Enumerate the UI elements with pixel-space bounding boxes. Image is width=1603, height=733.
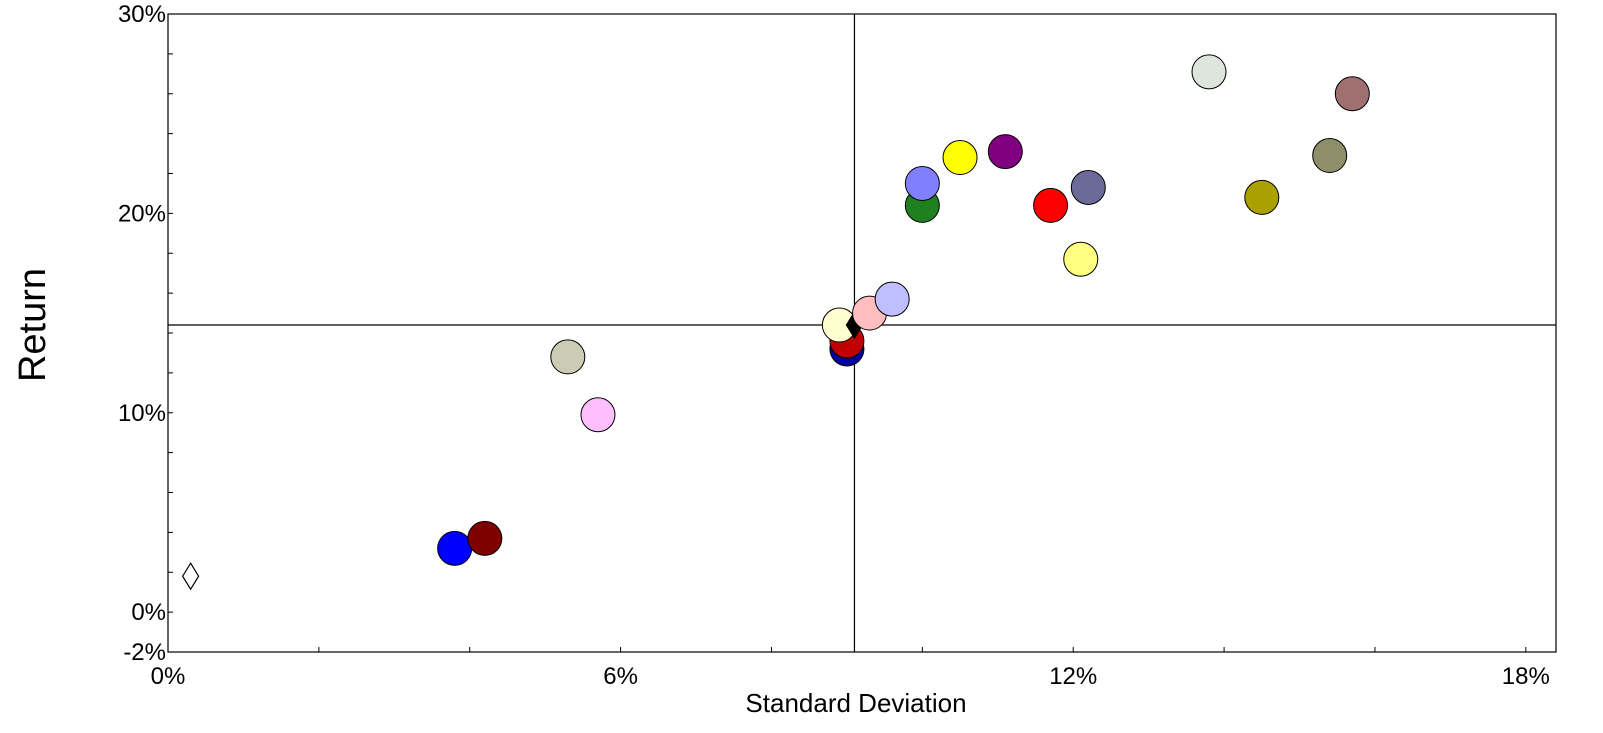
y-tick-label: -2%: [123, 639, 166, 666]
data-point-17: [1070, 169, 1106, 205]
y-tick-label: 10%: [118, 400, 166, 427]
data-point-10: [874, 281, 910, 317]
x-tick-label: 6%: [603, 663, 638, 690]
data-point-3: [550, 339, 586, 375]
data-point-18: [1191, 54, 1227, 90]
data-points: [181, 54, 1370, 591]
data-point-1: [437, 530, 473, 566]
x-tick-labels: 0% 6% 12% 18%: [151, 663, 1550, 690]
y-tick-labels: -2% 0% 10% 20% 30%: [118, 1, 166, 666]
data-point-4: [580, 397, 616, 433]
x-tick-label: 0%: [151, 663, 186, 690]
data-point-19: [1244, 179, 1280, 215]
minor-ticks: [168, 13, 1527, 652]
data-point-16: [1063, 241, 1099, 277]
y-tick-label: 30%: [118, 1, 166, 28]
y-tick-label: 0%: [131, 599, 166, 626]
data-point-2: [467, 520, 503, 556]
data-point-12: [904, 165, 940, 201]
data-point-21: [1334, 76, 1370, 112]
y-tick-label: 20%: [118, 200, 166, 227]
data-point-15: [1033, 187, 1069, 223]
data-point-14: [987, 134, 1023, 170]
data-point-20: [1312, 138, 1348, 174]
y-axis-title: Return: [12, 268, 54, 382]
x-tick-label: 18%: [1502, 663, 1550, 690]
data-point-diamond-0: [181, 562, 200, 591]
x-tick-label: 12%: [1049, 663, 1097, 690]
data-point-13: [942, 140, 978, 176]
x-axis-title: Standard Deviation: [745, 688, 966, 718]
